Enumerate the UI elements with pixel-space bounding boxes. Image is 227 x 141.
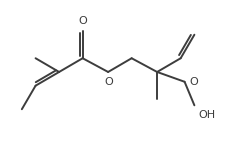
Text: O: O [189, 77, 197, 87]
Text: O: O [78, 16, 87, 26]
Text: O: O [104, 77, 113, 87]
Text: OH: OH [197, 110, 215, 120]
